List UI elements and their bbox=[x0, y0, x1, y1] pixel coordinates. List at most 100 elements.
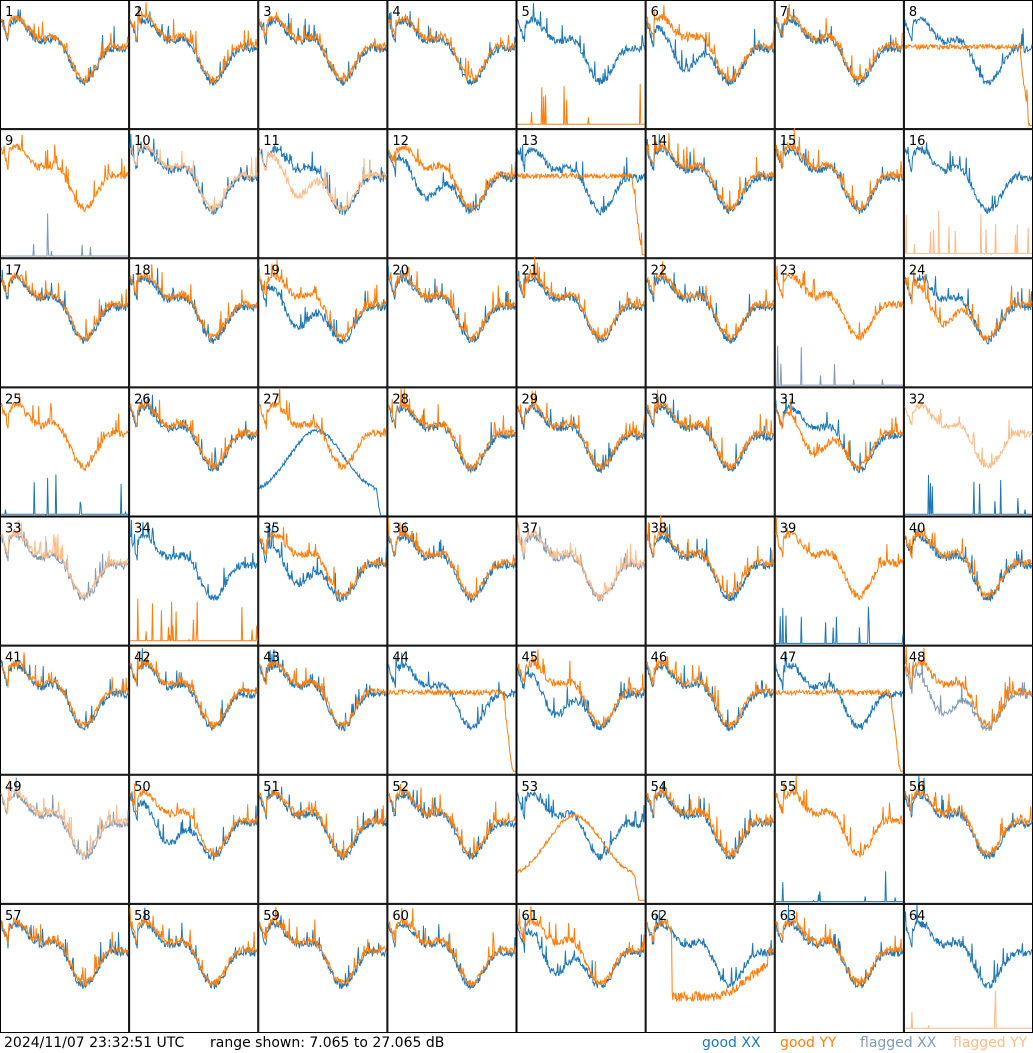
series-yy-37 bbox=[517, 521, 646, 601]
panel-frame bbox=[129, 774, 259, 904]
panel-64: 64 bbox=[903, 903, 1033, 1033]
panel-frame bbox=[645, 903, 775, 1033]
panel-label: 27 bbox=[263, 392, 280, 407]
panel-20: 20 bbox=[387, 258, 517, 388]
series-yy-10 bbox=[130, 136, 258, 213]
legend-good-xx: good XX bbox=[702, 1035, 761, 1051]
series-xx-5 bbox=[517, 3, 646, 86]
series-yy-15 bbox=[775, 127, 904, 211]
series-yy-21 bbox=[517, 256, 646, 341]
panel-24: 24 bbox=[903, 258, 1033, 388]
panel-frame bbox=[129, 903, 259, 1033]
panel-frame bbox=[258, 516, 388, 646]
panel-label: 11 bbox=[263, 134, 280, 149]
panel-label: 64 bbox=[909, 909, 926, 924]
panel-label: 18 bbox=[134, 263, 151, 278]
series-xx-62 bbox=[646, 910, 775, 989]
panel-13: 13 bbox=[516, 129, 646, 259]
panel-19: 19 bbox=[258, 258, 388, 388]
panel-frame bbox=[0, 645, 130, 775]
series-yy-16 bbox=[904, 210, 1032, 256]
panel-23: 23 bbox=[774, 258, 904, 388]
panel-label: 37 bbox=[522, 522, 539, 537]
panel-frame bbox=[387, 129, 517, 259]
legend-flagged-xx: flagged XX bbox=[860, 1035, 937, 1051]
series-xx-6 bbox=[646, 20, 775, 86]
series-yy-13 bbox=[517, 171, 645, 256]
series-yy-23 bbox=[775, 265, 904, 341]
series-yy-59 bbox=[258, 907, 387, 986]
panel-frame bbox=[774, 774, 904, 904]
panel-label: 31 bbox=[780, 392, 797, 407]
series-xx-50 bbox=[129, 791, 258, 861]
panel-label: 7 bbox=[780, 5, 788, 20]
panel-frame bbox=[0, 903, 130, 1033]
series-yy-14 bbox=[646, 133, 775, 212]
panel-34: 34 bbox=[129, 516, 259, 646]
range-text: range shown: 7.065 to 27.065 dB bbox=[210, 1035, 445, 1051]
panel-frame bbox=[129, 129, 259, 259]
series-yy-62 bbox=[646, 917, 775, 1003]
panel-54: 54 bbox=[645, 774, 775, 904]
panel-17: 17 bbox=[0, 258, 130, 388]
panel-21: 21 bbox=[516, 256, 646, 388]
panel-frame bbox=[774, 0, 904, 130]
panel-label: 15 bbox=[780, 134, 797, 149]
series-xx-64 bbox=[904, 904, 1033, 989]
panel-5: 5 bbox=[516, 0, 646, 130]
panel-frame bbox=[645, 774, 775, 904]
series-yy-54 bbox=[646, 787, 775, 858]
panel-frame bbox=[774, 129, 904, 259]
series-xx-9 bbox=[1, 213, 129, 257]
panel-48: 48 bbox=[903, 645, 1033, 775]
panel-label: 47 bbox=[780, 651, 797, 666]
panel-frame bbox=[0, 0, 130, 130]
series-xx-32 bbox=[904, 474, 1032, 515]
series-yy-51 bbox=[258, 788, 387, 859]
panel-frame bbox=[258, 903, 388, 1033]
panel-label: 36 bbox=[392, 522, 409, 537]
series-yy-48 bbox=[904, 646, 1033, 730]
panel-frame bbox=[645, 645, 775, 775]
panel-label: 54 bbox=[651, 780, 668, 795]
series-xx-16 bbox=[904, 142, 1033, 215]
panel-6: 6 bbox=[645, 0, 775, 130]
panel-label: 21 bbox=[522, 263, 539, 278]
panel-7: 7 bbox=[774, 0, 904, 130]
panel-10: 10 bbox=[129, 129, 259, 259]
panel-label: 10 bbox=[134, 134, 151, 149]
panel-33: 33 bbox=[0, 516, 130, 646]
legend-good-yy: good YY bbox=[780, 1035, 837, 1051]
series-xx-43 bbox=[258, 649, 387, 732]
panel-label: 25 bbox=[5, 392, 22, 407]
panel-label: 9 bbox=[5, 134, 13, 149]
panel-label: 5 bbox=[522, 5, 530, 20]
panel-label: 12 bbox=[392, 134, 409, 149]
panel-label: 17 bbox=[5, 263, 22, 278]
panel-31: 31 bbox=[774, 387, 904, 517]
panel-25: 25 bbox=[0, 387, 130, 517]
series-yy-61 bbox=[517, 906, 646, 986]
panel-57: 57 bbox=[0, 903, 130, 1033]
series-xx-48 bbox=[904, 659, 1033, 732]
panel-30: 30 bbox=[645, 387, 775, 517]
series-xx-31 bbox=[775, 397, 904, 473]
panel-46: 46 bbox=[645, 645, 775, 775]
panel-4: 4 bbox=[387, 0, 517, 130]
series-xx-38 bbox=[646, 523, 775, 602]
series-xx-22 bbox=[646, 272, 775, 345]
panel-label: 35 bbox=[263, 522, 280, 537]
series-xx-2 bbox=[129, 6, 258, 87]
series-xx-37 bbox=[517, 524, 646, 602]
series-xx-14 bbox=[646, 134, 775, 215]
panel-59: 59 bbox=[258, 903, 388, 1033]
series-yy-56 bbox=[904, 780, 1033, 858]
series-yy-41 bbox=[0, 652, 129, 728]
panel-label: 13 bbox=[522, 134, 539, 149]
series-xx-19 bbox=[258, 278, 387, 345]
panel-8: 8 bbox=[903, 0, 1033, 130]
series-yy-19 bbox=[258, 259, 387, 342]
panel-16: 16 bbox=[903, 129, 1033, 259]
panel-label: 42 bbox=[134, 651, 151, 666]
